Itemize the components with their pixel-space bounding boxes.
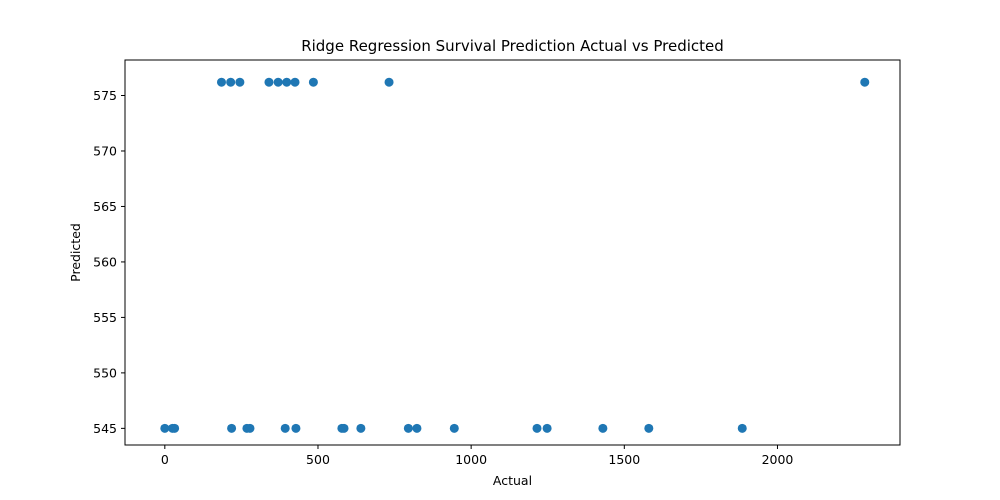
scatter-point — [280, 423, 290, 433]
y-tick-label: 565 — [93, 199, 117, 214]
scatter-point — [449, 423, 459, 433]
scatter-point — [273, 77, 283, 87]
scatter-point — [598, 423, 608, 433]
y-tick-label: 575 — [93, 88, 117, 103]
scatter-point — [339, 423, 349, 433]
scatter-point — [542, 423, 552, 433]
y-tick-label: 560 — [93, 254, 117, 269]
y-axis: 545 550 555 560 565 570 575 — [93, 88, 125, 436]
scatter-point — [282, 77, 292, 87]
y-axis-label: Predicted — [68, 223, 83, 282]
scatter-point — [860, 77, 870, 87]
scatter-point — [245, 423, 255, 433]
scatter-point — [356, 423, 366, 433]
scatter-point — [532, 423, 542, 433]
x-axis-label: Actual — [493, 473, 532, 488]
scatter-point — [291, 423, 301, 433]
scatter-point — [160, 423, 170, 433]
scatter-point — [290, 77, 300, 87]
scatter-point — [170, 423, 180, 433]
scatter-points — [160, 77, 870, 433]
chart-title: Ridge Regression Survival Prediction Act… — [301, 37, 724, 55]
scatter-point — [412, 423, 422, 433]
scatter-point — [644, 423, 654, 433]
x-tick-label: 1000 — [455, 452, 487, 467]
y-tick-label: 570 — [93, 143, 117, 158]
x-tick-label: 0 — [161, 452, 169, 467]
x-tick-label: 2000 — [762, 452, 794, 467]
scatter-point — [308, 77, 318, 87]
scatter-point — [403, 423, 413, 433]
scatter-point — [384, 77, 394, 87]
scatter-point — [226, 77, 236, 87]
y-tick-label: 550 — [93, 365, 117, 380]
y-tick-label: 545 — [93, 421, 117, 436]
y-tick-label: 555 — [93, 310, 117, 325]
scatter-point — [737, 423, 747, 433]
scatter-point — [216, 77, 226, 87]
x-axis: 0 500 1000 1500 2000 — [161, 445, 794, 467]
x-tick-label: 1500 — [608, 452, 640, 467]
scatter-point — [264, 77, 274, 87]
plot-frame — [124, 59, 901, 446]
scatter-point — [227, 423, 237, 433]
scatter-point — [235, 77, 245, 87]
x-tick-label: 500 — [306, 452, 330, 467]
